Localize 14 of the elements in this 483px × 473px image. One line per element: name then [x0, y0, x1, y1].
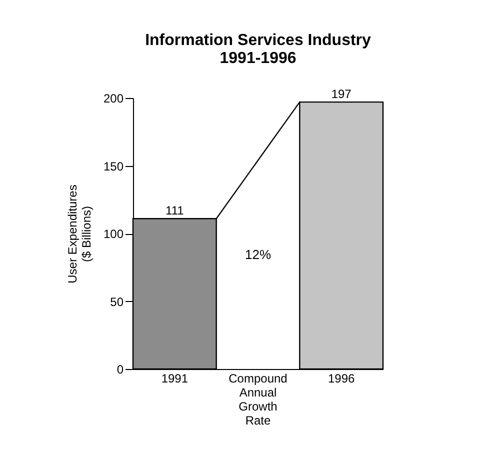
y-tick-label: 150 [103, 159, 124, 174]
data-label: 197 [331, 87, 352, 102]
y-tick-label: 50 [110, 294, 124, 309]
annotation: 12% [244, 247, 272, 262]
x-tick-label: 1991 [161, 372, 188, 386]
y-tick-label: 0 [116, 362, 124, 376]
chart-subtitle: 1991-1996 [220, 50, 296, 68]
y-axis-title: User Expenditures ($ Billions) [65, 184, 94, 284]
data-label: 111 [166, 204, 184, 218]
y-tick-label: 200 [103, 92, 124, 106]
x-tick-label: Compound Annual Growth Rate [228, 372, 288, 428]
y-tick-label: 100 [103, 227, 124, 241]
x-tick-label: 1996 [328, 372, 356, 386]
chart-title: Information Services Industry [145, 32, 372, 50]
